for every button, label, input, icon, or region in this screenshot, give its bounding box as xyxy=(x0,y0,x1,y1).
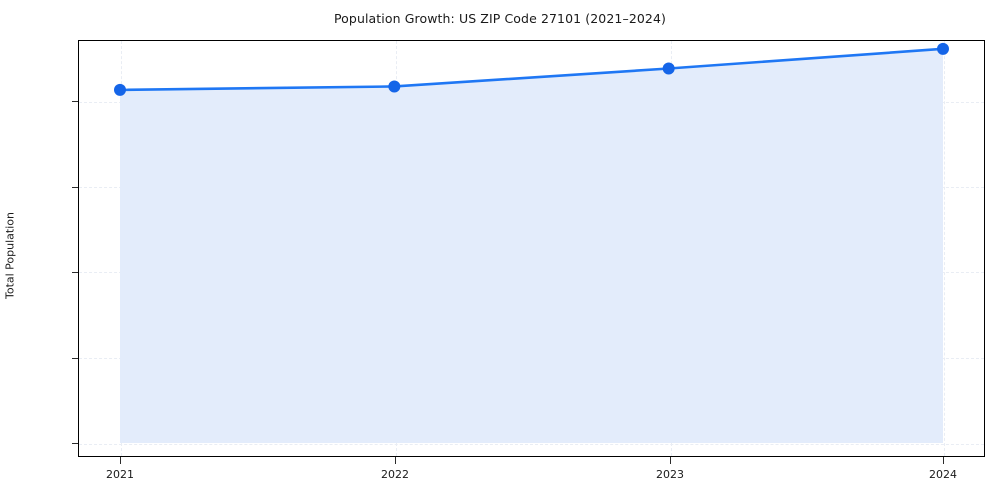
chart-title: Population Growth: US ZIP Code 27101 (20… xyxy=(333,11,667,26)
x-tick-mark xyxy=(943,457,944,464)
gridline-horizontal xyxy=(79,102,984,103)
x-tick-mark xyxy=(395,457,396,464)
plot-inner xyxy=(79,41,984,456)
y-axis-label: Total Population xyxy=(3,212,17,299)
gridline-vertical xyxy=(944,41,945,456)
gridline-vertical xyxy=(121,41,122,456)
x-tick-mark xyxy=(120,457,121,464)
gridline-horizontal xyxy=(79,272,984,273)
x-tick-mark xyxy=(670,457,671,464)
x-tick-label: 2022 xyxy=(381,468,409,481)
x-tick-label: 2021 xyxy=(106,468,134,481)
y-tick-mark xyxy=(71,358,78,359)
x-tick-label: 2024 xyxy=(929,468,957,481)
gridline-horizontal xyxy=(79,187,984,188)
gridline-vertical xyxy=(396,41,397,456)
y-tick-mark xyxy=(71,187,78,188)
y-tick-mark xyxy=(71,101,78,102)
plot-area xyxy=(78,40,985,457)
y-tick-mark xyxy=(71,443,78,444)
gridline-vertical xyxy=(671,41,672,456)
gridline-horizontal xyxy=(79,358,984,359)
y-tick-mark xyxy=(71,272,78,273)
gridline-horizontal xyxy=(79,444,984,445)
x-tick-label: 2023 xyxy=(656,468,684,481)
